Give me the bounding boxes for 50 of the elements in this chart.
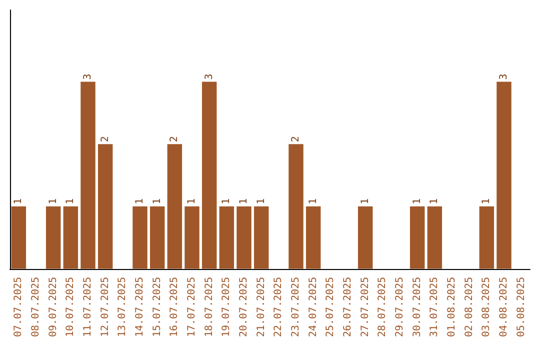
x-tick-label: 21.07.2025 [256,276,267,338]
x-tick-label: 09.07.2025 [48,276,59,338]
data-label: 1 [429,198,440,204]
data-label: 1 [13,198,24,204]
data-label: 1 [186,198,198,204]
data-label: 1 [481,198,492,204]
data-label: 3 [204,74,215,80]
x-tick-label: 20.07.2025 [238,276,250,338]
data-label: 1 [308,198,319,204]
x-tick-label: 14.07.2025 [134,276,146,338]
x-tick-label: 19.07.2025 [221,276,232,338]
x-tick-label: 08.07.2025 [30,276,42,338]
data-label: 1 [238,198,250,204]
x-tick-label: 22.07.2025 [273,276,284,338]
x-tick-label: 17.07.2025 [186,276,198,338]
x-tick-label: 13.07.2025 [117,276,128,338]
x-tick-label: 04.08.2025 [498,276,510,338]
data-label: 3 [82,74,94,80]
x-tick-label: 26.07.2025 [342,276,354,338]
x-tick-label: 16.07.2025 [169,276,180,338]
x-tick-label: 29.07.2025 [394,276,406,338]
x-tick-label: 18.07.2025 [204,276,215,338]
x-tick-label: 24.07.2025 [308,276,319,338]
x-tick-label: 11.07.2025 [82,276,94,338]
x-tick-label: 02.08.2025 [464,276,475,338]
x-tick-label: 05.08.2025 [516,276,527,338]
data-label: 2 [169,136,180,142]
data-label: 1 [65,198,76,204]
x-tick-label: 30.07.2025 [412,276,423,338]
x-tick-label: 12.07.2025 [100,276,111,338]
x-tick-label: 28.07.2025 [377,276,388,338]
data-label: 1 [134,198,146,204]
x-tick-label: 03.08.2025 [481,276,492,338]
x-tick-label: 23.07.2025 [290,276,302,338]
x-tick-label: 27.07.2025 [360,276,371,338]
x-tick-label: 25.07.2025 [325,276,336,338]
data-label: 3 [498,74,510,80]
data-label: 2 [100,136,111,142]
x-tick-label: 01.08.2025 [446,276,458,338]
data-label: 2 [290,136,302,142]
x-tick-label: 31.07.2025 [429,276,440,338]
data-label: 1 [412,198,423,204]
x-tick-label: 15.07.2025 [152,276,163,338]
data-label: 1 [48,198,59,204]
x-tick-label: 07.07.2025 [13,276,24,338]
data-label: 1 [360,198,371,204]
data-label: 1 [221,198,232,204]
x-tick-label: 10.07.2025 [65,276,76,338]
data-label: 1 [152,198,163,204]
data-label: 1 [256,198,267,204]
